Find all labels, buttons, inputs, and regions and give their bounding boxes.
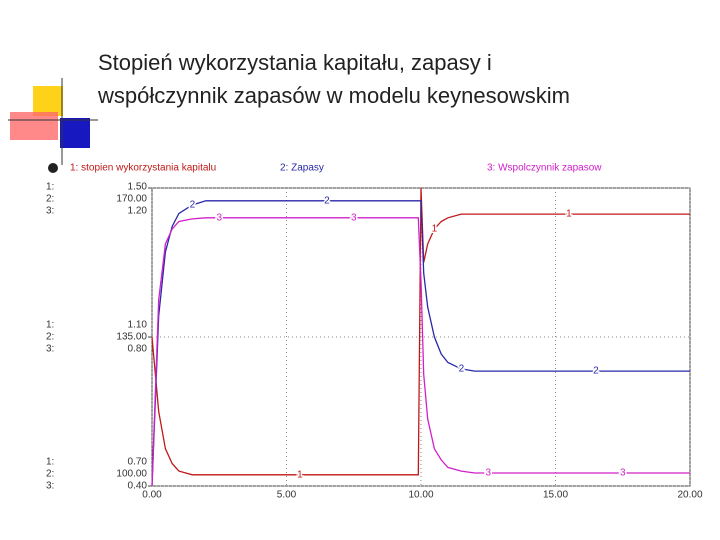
y-tick-label: 1.20 bbox=[128, 206, 148, 217]
legend-entry: 1: stopien wykorzystania kapitalu bbox=[70, 163, 216, 174]
series-marker: 3 bbox=[216, 212, 222, 223]
y-axis-id: 3: bbox=[46, 206, 54, 217]
series-line bbox=[151, 217, 690, 487]
y-axis-id: 2: bbox=[46, 469, 54, 480]
series-line bbox=[151, 200, 690, 487]
legend-icon bbox=[48, 163, 58, 173]
deco-square bbox=[10, 112, 58, 140]
x-tick-label: 0.00 bbox=[142, 490, 162, 501]
y-tick-label: 135.00 bbox=[116, 332, 147, 343]
x-tick-label: 5.00 bbox=[277, 490, 297, 501]
series-line bbox=[151, 187, 690, 476]
legend-entry: 2: Zapasy bbox=[280, 163, 324, 174]
series-marker: 2 bbox=[190, 200, 196, 211]
legend-entry: 3: Wspolczynnik zapasow bbox=[487, 163, 602, 174]
series-marker: 3 bbox=[485, 468, 491, 479]
slide-title: Stopień wykorzystania kapitału, zapasy i… bbox=[97, 50, 570, 108]
y-axis-id: 1: bbox=[46, 320, 54, 331]
series-marker: 3 bbox=[351, 212, 357, 223]
y-tick-label: 0.70 bbox=[128, 457, 148, 468]
x-tick-label: 20.00 bbox=[677, 490, 702, 501]
x-tick-label: 10.00 bbox=[408, 490, 433, 501]
y-tick-label: 0.40 bbox=[128, 481, 148, 492]
series-marker: 2 bbox=[459, 364, 465, 375]
title-line: współczynnik zapasów w modelu keynesowsk… bbox=[97, 83, 570, 108]
series-marker: 2 bbox=[324, 195, 330, 206]
deco-square bbox=[33, 86, 63, 116]
y-axis-id: 2: bbox=[46, 332, 54, 343]
series-marker: 1 bbox=[297, 469, 303, 480]
title-line: Stopień wykorzystania kapitału, zapasy i bbox=[98, 50, 492, 75]
y-axis-id: 3: bbox=[46, 481, 54, 492]
y-tick-label: 1.10 bbox=[128, 320, 148, 331]
series-marker: 1 bbox=[566, 209, 572, 220]
y-tick-label: 1.50 bbox=[128, 182, 148, 193]
y-tick-label: 0.80 bbox=[128, 344, 148, 355]
series-marker: 2 bbox=[593, 366, 599, 377]
x-tick-label: 15.00 bbox=[543, 490, 568, 501]
series-marker: 1 bbox=[432, 224, 438, 235]
y-axis-id: 1: bbox=[46, 457, 54, 468]
y-axis-id: 3: bbox=[46, 344, 54, 355]
deco-square bbox=[60, 118, 90, 148]
y-axis-id: 1: bbox=[46, 182, 54, 193]
y-tick-label: 100.00 bbox=[116, 469, 147, 480]
y-tick-label: 170.00 bbox=[116, 194, 147, 205]
series-marker: 3 bbox=[620, 468, 626, 479]
y-axis-id: 2: bbox=[46, 194, 54, 205]
